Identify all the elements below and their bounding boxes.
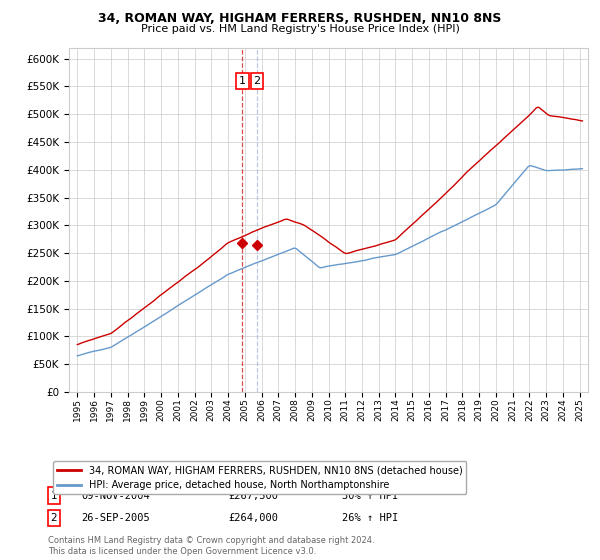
Text: 2: 2: [253, 76, 260, 86]
Legend: 34, ROMAN WAY, HIGHAM FERRERS, RUSHDEN, NN10 8NS (detached house), HPI: Average : 34, ROMAN WAY, HIGHAM FERRERS, RUSHDEN, …: [53, 461, 466, 494]
Text: 26-SEP-2005: 26-SEP-2005: [81, 513, 150, 523]
Text: 1: 1: [239, 76, 246, 86]
Text: 09-NOV-2004: 09-NOV-2004: [81, 491, 150, 501]
Text: 1: 1: [50, 491, 58, 501]
Text: Price paid vs. HM Land Registry's House Price Index (HPI): Price paid vs. HM Land Registry's House …: [140, 24, 460, 34]
Text: £264,000: £264,000: [228, 513, 278, 523]
Text: 2: 2: [50, 513, 58, 523]
Text: 34, ROMAN WAY, HIGHAM FERRERS, RUSHDEN, NN10 8NS: 34, ROMAN WAY, HIGHAM FERRERS, RUSHDEN, …: [98, 12, 502, 25]
Text: Contains HM Land Registry data © Crown copyright and database right 2024.
This d: Contains HM Land Registry data © Crown c…: [48, 536, 374, 556]
Text: 30% ↑ HPI: 30% ↑ HPI: [342, 491, 398, 501]
Text: £267,500: £267,500: [228, 491, 278, 501]
Text: 26% ↑ HPI: 26% ↑ HPI: [342, 513, 398, 523]
